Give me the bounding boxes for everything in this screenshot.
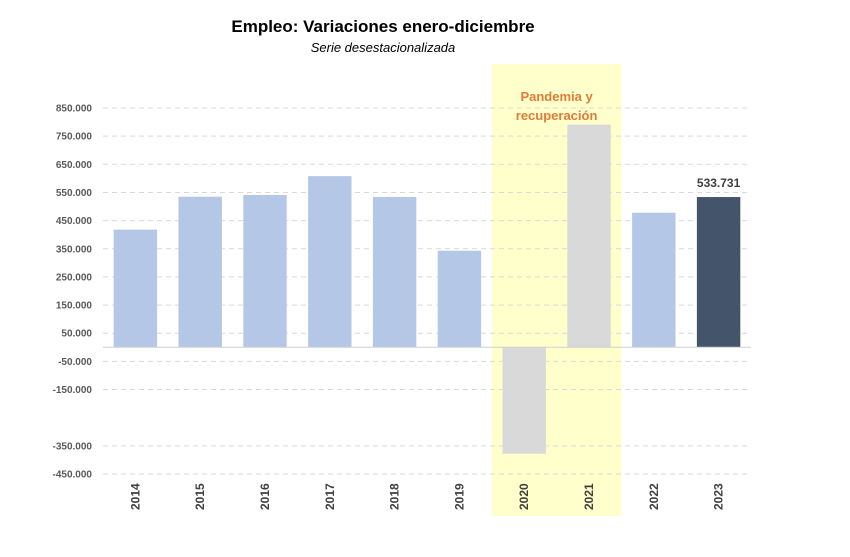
x-tick-label-2018: 2018 [388, 483, 402, 510]
x-tick-label-2015: 2015 [193, 483, 207, 510]
bar-2015 [178, 196, 222, 348]
y-tick-label: -50.000 [58, 357, 92, 368]
y-tick-label: 250.000 [56, 272, 93, 283]
bar-2019 [437, 250, 482, 348]
x-tick-label-2023: 2023 [712, 483, 726, 510]
x-tick-label-2017: 2017 [323, 483, 337, 510]
bar-2016 [243, 194, 287, 348]
x-tick-label-2014: 2014 [128, 483, 142, 510]
y-tick-label: 450.000 [56, 216, 93, 227]
y-tick-label: 650.000 [56, 160, 93, 171]
x-tick-label-2021: 2021 [582, 483, 596, 510]
bar-2023 [696, 197, 741, 348]
bar-2014 [113, 229, 158, 348]
x-tick-label-2022: 2022 [647, 483, 661, 510]
bar-2020 [502, 347, 546, 454]
y-tick-label: 50.000 [61, 329, 92, 340]
y-tick-label: -450.000 [53, 470, 93, 481]
y-tick-label: -350.000 [53, 441, 93, 452]
x-tick-label-2016: 2016 [258, 483, 272, 510]
bar-2022 [632, 212, 676, 348]
chart-subtitle: Serie desestacionalizada [310, 40, 456, 55]
bar-2018 [372, 196, 417, 348]
y-tick-label: 850.000 [56, 104, 93, 115]
x-tick-label-2019: 2019 [452, 483, 466, 510]
y-tick-label: 750.000 [56, 132, 93, 143]
y-tick-label: 350.000 [56, 244, 93, 255]
x-tick-label-2020: 2020 [517, 483, 531, 510]
annotation-line-0: Pandemia y [520, 89, 593, 104]
y-tick-label: -150.000 [53, 385, 93, 396]
bar-2017 [308, 176, 352, 348]
y-tick-label: 550.000 [56, 188, 93, 199]
chart-title: Empleo: Variaciones enero-diciembre [231, 17, 535, 36]
y-tick-label: 150.000 [56, 301, 93, 312]
annotation-line-1: recuperación [516, 108, 598, 123]
bar-2021 [567, 124, 611, 348]
data-label-2023: 533.731 [697, 176, 741, 190]
